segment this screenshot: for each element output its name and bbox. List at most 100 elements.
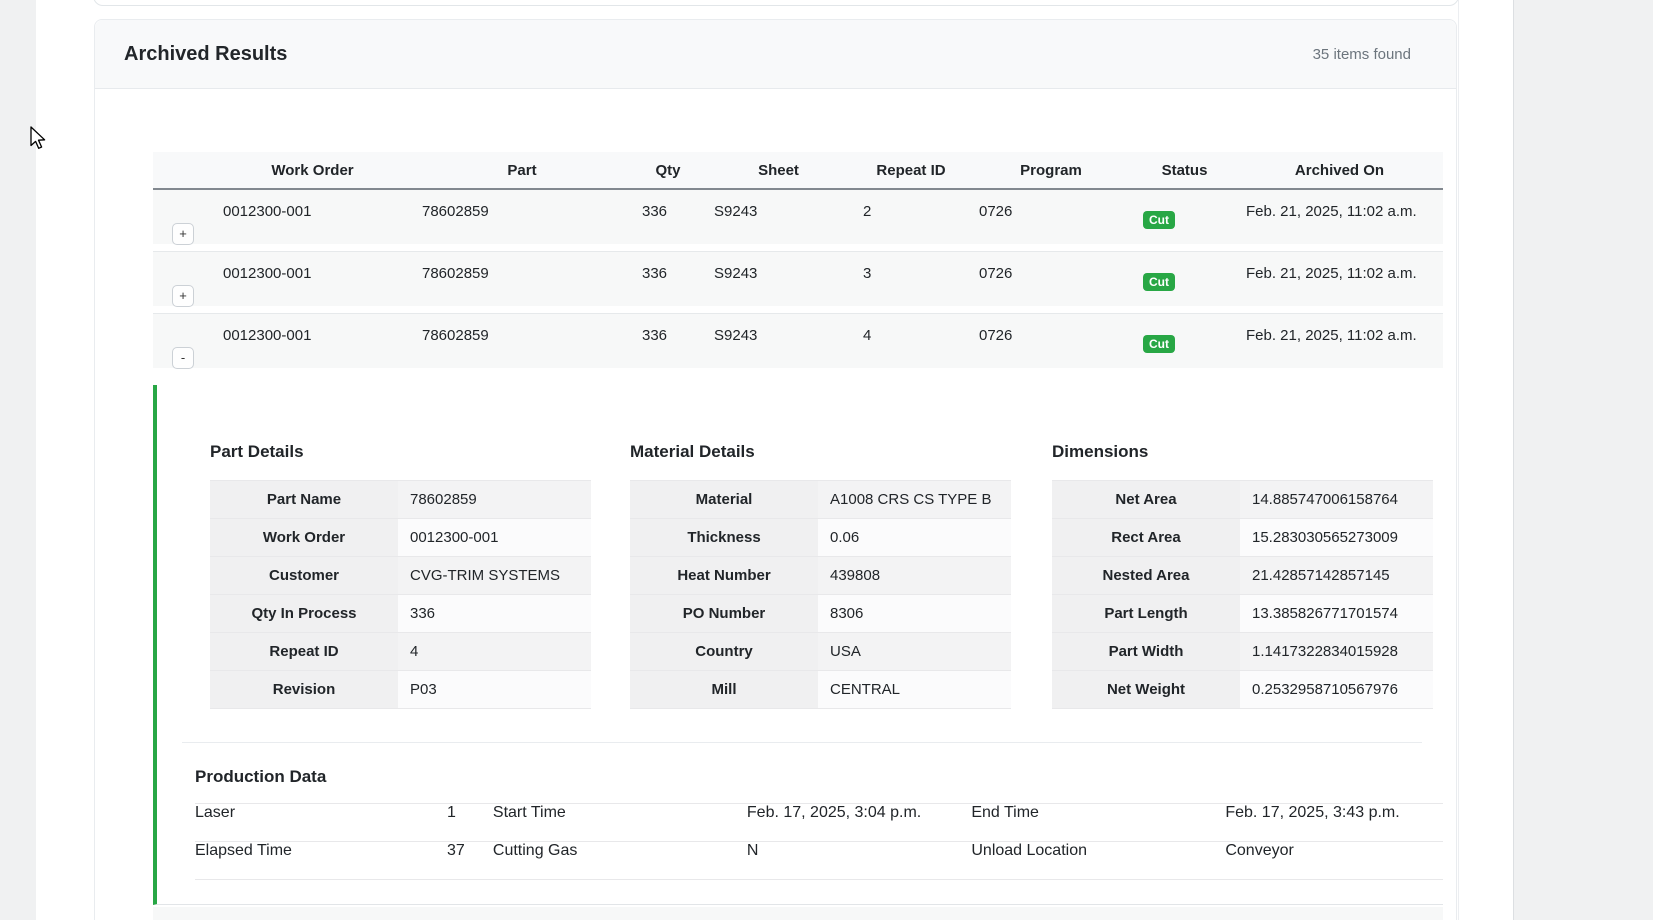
part-details-title: Part Details: [210, 442, 304, 461]
production-value: Feb. 17, 2025, 3:43 p.m.: [1225, 804, 1400, 821]
material-details-title: Material Details: [630, 442, 755, 461]
qty-cell: 336: [642, 203, 668, 220]
detail-row: Nested Area 21.42857142857145: [1052, 557, 1433, 595]
work-order-cell: 0012300-001: [223, 265, 312, 282]
detail-row: Net Weight 0.2532958710567976: [1052, 671, 1433, 709]
table-row-expanded: - 0012300-001 78602859 336 S9243 4 0726 …: [153, 314, 1443, 369]
sheet-cell: S9243: [714, 265, 758, 282]
detail-label: Rect Area: [1052, 519, 1240, 556]
part-cell: 78602859: [422, 265, 489, 282]
production-label: Laser: [195, 804, 236, 821]
detail-row: Net Area 14.885747006158764: [1052, 480, 1433, 519]
dimensions-title: Dimensions: [1052, 442, 1149, 461]
detail-value: P03: [398, 671, 591, 708]
column-header-program: Program: [1020, 161, 1082, 179]
expand-cell: +: [153, 252, 213, 307]
section-divider: [182, 742, 1422, 743]
production-label: Unload Location: [971, 842, 1087, 859]
detail-label: Nested Area: [1052, 557, 1240, 594]
column-header-repeat-id: Repeat ID: [876, 161, 946, 179]
production-label: End Time: [971, 804, 1039, 821]
part-cell: 78602859: [422, 327, 489, 344]
detail-value: 1.1417322834015928: [1240, 633, 1433, 670]
detail-value: 0012300-001: [398, 519, 591, 556]
detail-label: Customer: [210, 557, 398, 594]
sheet-cell: S9243: [714, 327, 758, 344]
column-header-archived-on: Archived On: [1294, 161, 1385, 179]
detail-label: Country: [630, 633, 818, 670]
production-value: Feb. 17, 2025, 3:04 p.m.: [746, 804, 922, 821]
archived-on-cell: Feb. 21, 2025, 11:02 a.m.: [1246, 265, 1417, 282]
repeat-id-cell: 3: [863, 265, 872, 282]
detail-value: 4: [398, 633, 591, 670]
detail-value: USA: [818, 633, 1011, 670]
detail-value: 21.42857142857145: [1240, 557, 1433, 594]
detail-value: 336: [398, 595, 591, 632]
repeat-id-cell: 4: [863, 327, 872, 344]
work-order-cell: 0012300-001: [223, 203, 312, 220]
qty-cell: 336: [642, 265, 668, 282]
previous-card-bottom-edge: [93, 0, 1459, 6]
detail-row: Revision P03: [210, 671, 591, 709]
detail-label: Material: [630, 481, 818, 518]
production-label: Start Time: [492, 804, 566, 821]
detail-row: Rect Area 15.283030565273009: [1052, 519, 1433, 557]
production-data-table: Laser 1 Start Time Feb. 17, 2025, 3:04 p…: [195, 803, 1443, 880]
detail-label: Repeat ID: [210, 633, 398, 670]
page-gutter-left: [0, 0, 36, 920]
detail-label: Net Weight: [1052, 671, 1240, 708]
detail-row: Qty In Process 336: [210, 595, 591, 633]
dimensions-table: Net Area 14.885747006158764 Rect Area 15…: [1052, 480, 1433, 709]
production-data-title: Production Data: [195, 767, 327, 786]
detail-value: 15.283030565273009: [1240, 519, 1433, 556]
detail-row: Mill CENTRAL: [630, 671, 1011, 709]
detail-row: Repeat ID 4: [210, 633, 591, 671]
detail-row: Part Length 13.385826771701574: [1052, 595, 1433, 633]
results-table-header-row: Work Order Part Qty Sheet Repeat ID Prog…: [153, 152, 1443, 190]
detail-row: Part Width 1.1417322834015928: [1052, 633, 1433, 671]
production-value: 1: [447, 804, 456, 821]
detail-value: CENTRAL: [818, 671, 1011, 708]
row-separator: [153, 244, 1443, 252]
expand-row-button[interactable]: +: [172, 285, 194, 307]
expand-cell: +: [153, 190, 213, 245]
detail-label: PO Number: [630, 595, 818, 632]
container-right-edge: [1458, 0, 1459, 920]
archived-on-cell: Feb. 21, 2025, 11:02 a.m.: [1246, 327, 1417, 344]
detail-row: Heat Number 439808: [630, 557, 1011, 595]
detail-row: Thickness 0.06: [630, 519, 1011, 557]
status-badge: Cut: [1143, 335, 1175, 353]
expand-row-button[interactable]: +: [172, 223, 194, 245]
detail-value: 14.885747006158764: [1240, 481, 1433, 518]
column-header-part: Part: [507, 161, 537, 179]
expanded-row-detail-panel: Part Details Material Details Dimensions…: [153, 385, 1443, 905]
collapse-row-button[interactable]: -: [172, 347, 194, 369]
status-cell: Cut: [1133, 314, 1236, 353]
detail-label: Part Width: [1052, 633, 1240, 670]
detail-value: CVG-TRIM SYSTEMS: [398, 557, 591, 594]
column-header-status: Status: [1161, 161, 1208, 179]
status-cell: Cut: [1133, 252, 1236, 291]
detail-value: A1008 CRS CS TYPE B: [818, 481, 1011, 518]
production-label: Elapsed Time: [195, 842, 292, 859]
status-badge: Cut: [1143, 211, 1175, 229]
table-row: + 0012300-001 78602859 336 S9243 2 0726 …: [153, 190, 1443, 245]
detail-value: 13.385826771701574: [1240, 595, 1433, 632]
production-value: 37: [447, 842, 465, 859]
status-badge: Cut: [1143, 273, 1175, 291]
items-found-count: 35 items found: [1312, 45, 1411, 63]
results-table: Work Order Part Qty Sheet Repeat ID Prog…: [153, 152, 1443, 369]
production-value: Conveyor: [1225, 842, 1294, 859]
production-row: Elapsed Time 37 Cutting Gas N Unload Loc…: [195, 842, 1443, 880]
qty-cell: 336: [642, 327, 668, 344]
status-cell: Cut: [1133, 190, 1236, 229]
part-details-table: Part Name 78602859 Work Order 0012300-00…: [210, 480, 591, 709]
detail-value: 0.06: [818, 519, 1011, 556]
column-header-work-order: Work Order: [271, 161, 354, 179]
table-row: + 0012300-001 78602859 336 S9243 3 0726 …: [153, 252, 1443, 307]
detail-row: Country USA: [630, 633, 1011, 671]
detail-row: PO Number 8306: [630, 595, 1011, 633]
detail-value: 8306: [818, 595, 1011, 632]
page-gutter-right: [1513, 0, 1653, 920]
